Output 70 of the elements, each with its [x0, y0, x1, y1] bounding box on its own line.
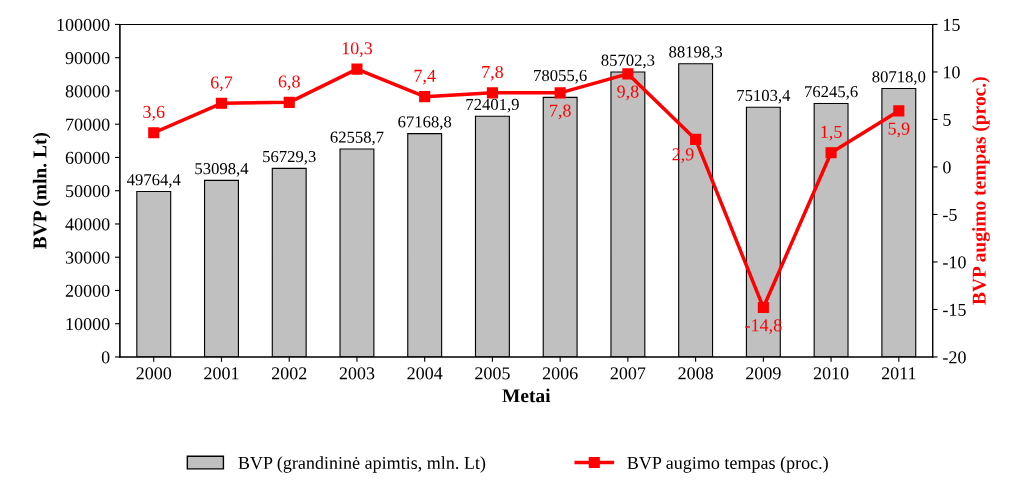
- data-label: 49764,4: [127, 174, 181, 188]
- y2-tick-label: -10: [943, 256, 966, 269]
- y2-axis-title: BVP augimo tempas (proc.): [972, 77, 990, 305]
- data-label: 88198,3: [669, 46, 723, 60]
- y-tick-label: 10000: [66, 317, 110, 331]
- point: [419, 91, 431, 103]
- point: [554, 87, 566, 99]
- x-tick-label: 2006: [542, 367, 578, 380]
- point: [622, 68, 634, 80]
- y-tick-label: 30000: [65, 251, 110, 264]
- point: [148, 127, 160, 139]
- data-label: 3,6: [143, 105, 165, 121]
- data-label: 7,8: [482, 65, 504, 81]
- y-tick-label: 50000: [66, 184, 110, 198]
- y-axis-title: BVP (mln. Lt): [32, 132, 51, 249]
- data-label: 6,7: [210, 76, 233, 92]
- point: [351, 63, 363, 75]
- data-label: 85702,3: [601, 54, 655, 69]
- x-tick-label: 2001: [204, 367, 239, 380]
- y-tick-label: 70000: [66, 118, 110, 131]
- x-tick-label: 2007: [610, 367, 646, 380]
- y2-tick-label: -15: [943, 303, 966, 316]
- y2-tick-label: 0: [943, 161, 951, 174]
- data-label: 5,9: [888, 122, 910, 138]
- y-tick-label: 40000: [65, 218, 110, 231]
- y2-tick-label: 5: [943, 113, 951, 126]
- data-label: 78055,6: [534, 69, 587, 84]
- point: [283, 96, 295, 108]
- x-tick-label: 2002: [271, 367, 307, 380]
- x-tick-label: 2008: [678, 367, 713, 380]
- data-label: 72401,9: [466, 98, 519, 113]
- point: [757, 302, 769, 314]
- y-tick-label: 0: [101, 351, 110, 364]
- x-axis-title: Metai: [502, 388, 551, 403]
- data-label: 75103,4: [737, 89, 791, 104]
- point: [215, 97, 228, 109]
- data-label: 67168,8: [398, 116, 452, 130]
- data-label: 6,8: [278, 75, 300, 91]
- legend-label: BVP (grandininė apimtis, mln. Lt): [238, 456, 486, 473]
- data-label: 7,4: [414, 69, 436, 85]
- y-tick-label: 90000: [65, 51, 110, 65]
- x-tick-label: 2009: [746, 367, 781, 380]
- y2-tick-label: -20: [943, 351, 966, 364]
- x-tick-label: 2011: [881, 367, 916, 380]
- x-tick-label: 2000: [136, 367, 172, 380]
- point: [893, 105, 905, 117]
- y-tick-label: 80000: [65, 85, 110, 98]
- point: [486, 87, 498, 99]
- data-label: 10,3: [342, 42, 373, 57]
- data-label: 62558,7: [330, 131, 384, 146]
- x-tick-label: 2005: [475, 367, 510, 380]
- data-label: 56729,3: [263, 150, 316, 165]
- legend-label: BVP augimo tempas (proc.): [627, 456, 828, 473]
- y2-tick-label: 10: [944, 66, 960, 79]
- data-label: 1,5: [821, 125, 842, 141]
- y-tick-label: 60000: [65, 151, 110, 164]
- y-tick-label: 100000: [57, 18, 110, 31]
- data-label: 76245,6: [805, 86, 858, 100]
- x-tick-label: 2010: [813, 367, 849, 380]
- point: [825, 147, 837, 159]
- y2-tick-label: -5: [943, 208, 957, 221]
- data-label: 9,8: [617, 85, 639, 101]
- data-label: 53098,4: [195, 163, 249, 177]
- data-label: 7,8: [550, 104, 571, 120]
- y2-tick-label: 15: [944, 18, 960, 31]
- point: [690, 133, 702, 145]
- data-label: 80718,0: [872, 71, 926, 85]
- x-tick-label: 2004: [407, 367, 443, 380]
- y-tick-label: 20000: [65, 284, 110, 297]
- x-tick-label: 2003: [339, 367, 375, 380]
